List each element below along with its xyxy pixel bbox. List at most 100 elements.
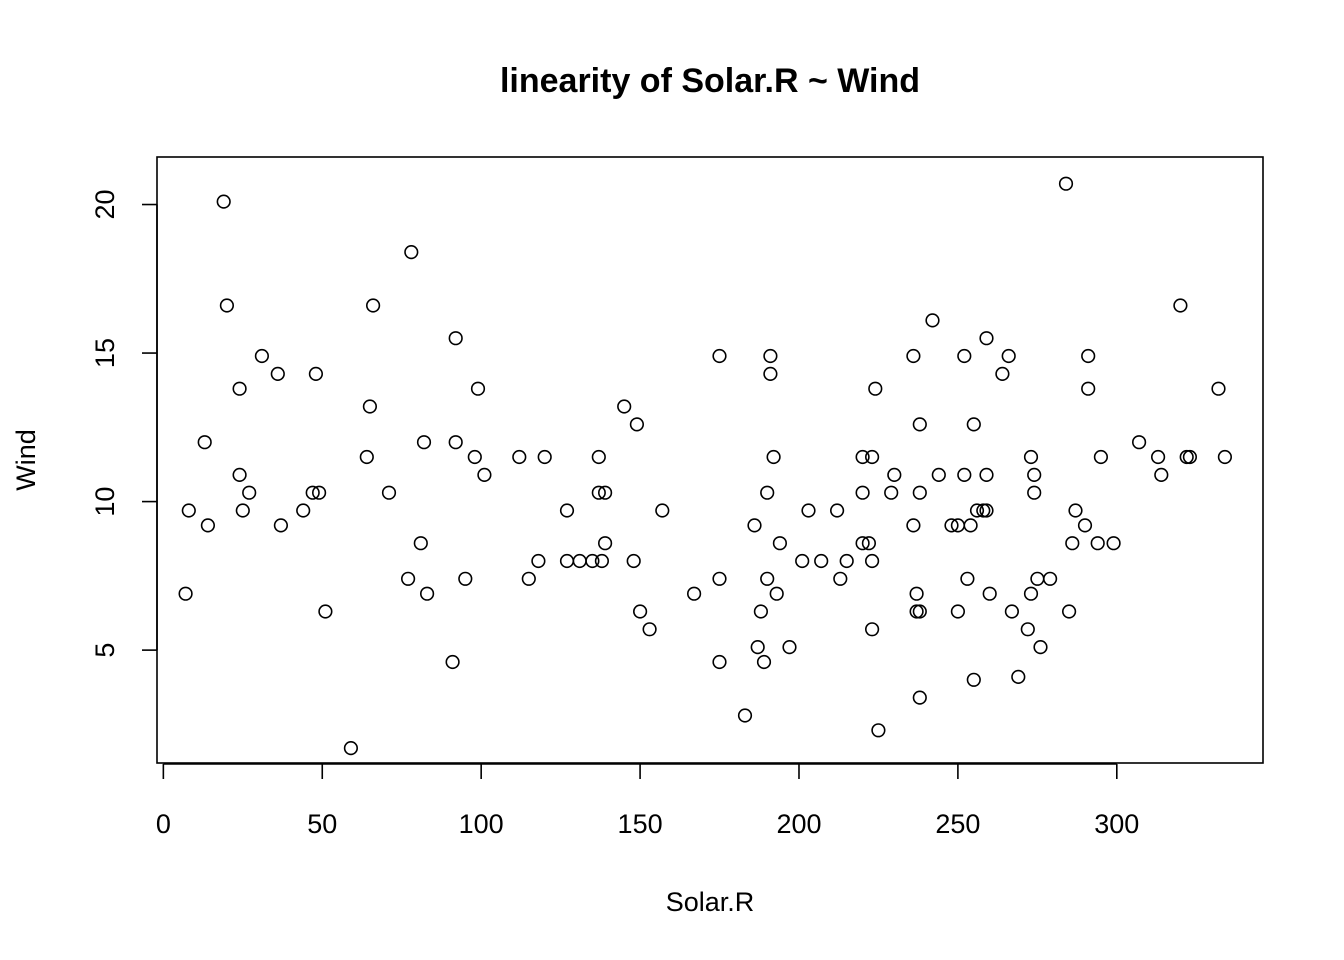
data-point (979, 503, 994, 518)
data-point (1004, 604, 1020, 619)
data-point (966, 672, 981, 687)
data-point (795, 553, 810, 569)
y-tick-label: 15 (90, 338, 120, 368)
data-point (750, 639, 765, 655)
data-point (1106, 536, 1121, 551)
data-point (559, 553, 575, 569)
data-point (235, 503, 250, 518)
data-point (1001, 348, 1016, 364)
data-point (760, 485, 775, 500)
data-point (1023, 449, 1039, 465)
data-point (181, 503, 196, 518)
data-point (1068, 503, 1083, 518)
data-point (318, 604, 333, 619)
x-tick-label: 0 (156, 809, 171, 839)
data-point (232, 381, 247, 396)
data-point (178, 586, 193, 601)
data-point (629, 417, 645, 432)
data-point (1179, 449, 1194, 465)
data-point (763, 366, 778, 382)
chart-title: linearity of Solar.R ~ Wind (500, 62, 920, 100)
data-point (912, 690, 927, 705)
data-point (591, 485, 606, 500)
data-point (760, 571, 775, 586)
data-point (960, 571, 975, 586)
data-point (626, 553, 641, 569)
data-point (458, 571, 473, 586)
data-point (1081, 348, 1096, 364)
data-point (1061, 604, 1077, 619)
data-point (305, 485, 320, 500)
data-point (197, 435, 212, 450)
data-point (572, 553, 587, 569)
data-point (1042, 571, 1058, 586)
y-axis-label: Wind (11, 429, 41, 491)
data-point (833, 571, 848, 586)
data-point (966, 417, 981, 432)
data-point (632, 604, 648, 619)
data-point (1058, 176, 1074, 191)
data-point (416, 435, 432, 450)
data-point (909, 604, 924, 619)
data-point (254, 348, 269, 364)
data-point (359, 449, 374, 465)
x-tick-label: 100 (459, 809, 504, 839)
data-point (944, 518, 959, 533)
data-point (1023, 586, 1039, 601)
data-point (1065, 536, 1080, 551)
x-tick-label: 150 (618, 809, 663, 839)
data-point (864, 553, 880, 569)
data-point (470, 381, 486, 396)
data-points (178, 176, 1232, 756)
data-point (308, 366, 324, 382)
data-point (448, 435, 463, 450)
data-point (216, 194, 231, 209)
data-point (957, 348, 972, 364)
data-point (642, 622, 657, 637)
data-point (1173, 298, 1188, 313)
data-point (864, 622, 880, 637)
data-point (753, 604, 769, 619)
data-point (1131, 435, 1147, 450)
data-point (1211, 381, 1226, 396)
data-point (912, 417, 927, 432)
data-point (448, 331, 463, 346)
data-point (766, 449, 781, 465)
data-point (655, 503, 670, 518)
data-point (420, 586, 435, 601)
data-point (537, 449, 552, 465)
x-tick-label: 300 (1094, 809, 1139, 839)
data-point (1027, 467, 1042, 483)
data-point (912, 604, 927, 619)
data-point (963, 518, 978, 533)
data-point (270, 366, 285, 382)
data-point (979, 467, 994, 483)
data-point (814, 553, 829, 569)
data-point (686, 586, 702, 601)
data-point (855, 485, 870, 500)
data-point (969, 503, 985, 518)
x-tick-label: 200 (776, 809, 821, 839)
data-point (312, 485, 327, 500)
y-tick-label: 20 (90, 190, 120, 220)
data-point (362, 399, 378, 414)
y-tick-label: 10 (90, 487, 120, 517)
data-point (477, 467, 492, 483)
data-point (597, 536, 613, 551)
y-axis: 5 10 15 20 (90, 190, 158, 658)
data-point (219, 298, 234, 313)
data-point (957, 467, 972, 483)
data-point (737, 708, 753, 723)
data-point (531, 553, 546, 569)
data-point (912, 485, 927, 500)
data-point (343, 740, 359, 756)
data-point (829, 503, 845, 518)
data-point (273, 518, 289, 533)
data-point (855, 536, 870, 551)
data-point (1011, 669, 1026, 685)
data-point (467, 449, 482, 465)
data-point (925, 313, 940, 328)
data-point (1020, 622, 1035, 637)
data-point (909, 586, 924, 601)
